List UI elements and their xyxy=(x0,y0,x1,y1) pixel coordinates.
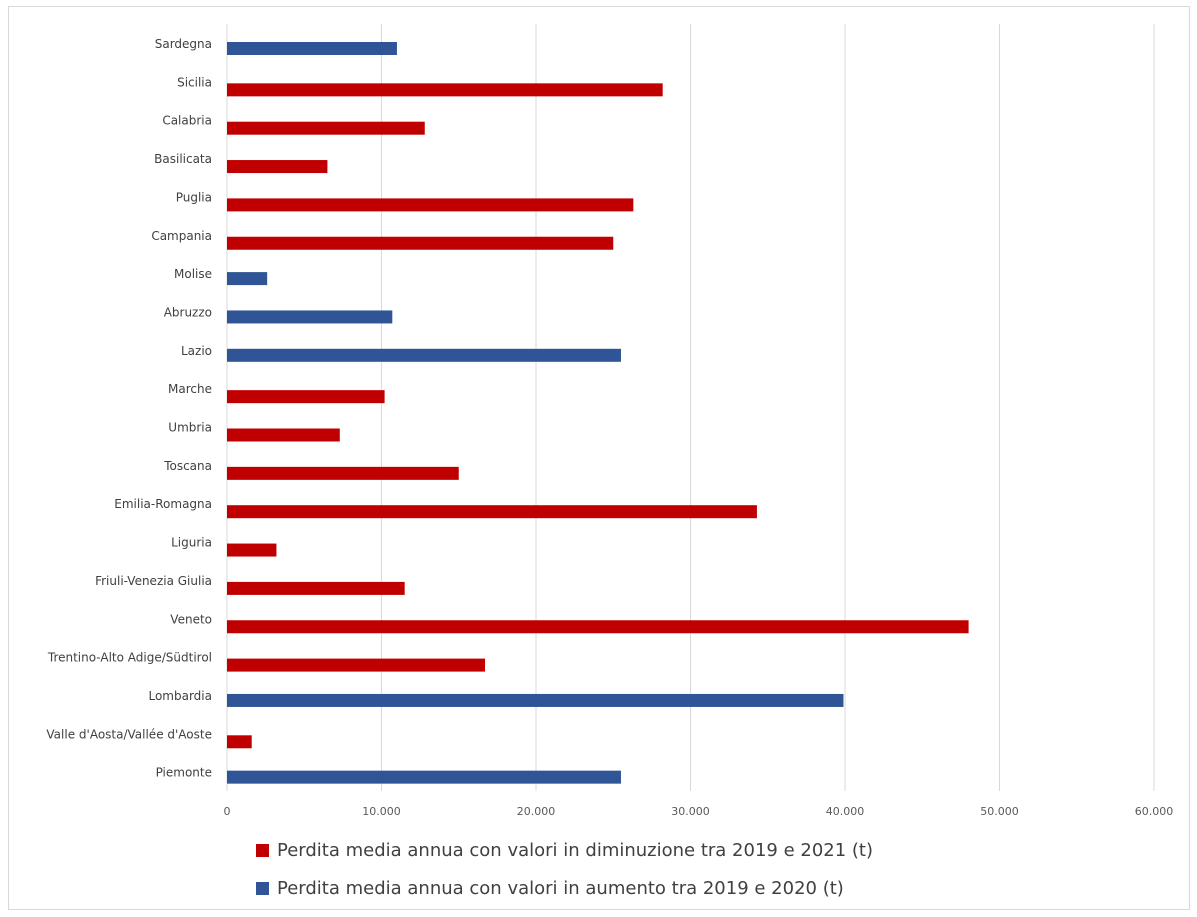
x-tick-label: 40.000 xyxy=(826,805,865,818)
bar-decrease xyxy=(227,735,252,749)
category-label: Marche xyxy=(168,382,212,396)
bar-chart: Sardegna Sicilia Calabria Basilicata Puglia C… xyxy=(46,24,1174,818)
x-tick-label: 20.000 xyxy=(517,805,556,818)
category-label: Emilia-Romagna xyxy=(114,497,212,511)
bar-decrease xyxy=(227,390,385,404)
bar-increase xyxy=(227,770,621,784)
category-label: Molise xyxy=(174,267,212,281)
bar-increase xyxy=(227,693,844,707)
category-label: Basilicata xyxy=(154,152,212,166)
category-label: Calabria xyxy=(162,114,212,128)
category-label: Lombardia xyxy=(148,689,212,703)
x-tick-label: 60.000 xyxy=(1135,805,1174,818)
bar-decrease xyxy=(227,658,486,672)
bar-decrease xyxy=(227,428,340,442)
legend-swatch-decrease xyxy=(256,844,269,857)
category-label: Sicilia xyxy=(177,75,212,89)
bar-decrease xyxy=(227,121,425,135)
category-label: Campania xyxy=(151,229,212,243)
category-label: Friuli-Venezia Giulia xyxy=(95,574,212,588)
category-label: Toscana xyxy=(163,459,212,473)
bar-decrease xyxy=(227,620,969,634)
bar-decrease xyxy=(227,466,459,480)
category-label: Valle d'Aosta/Vallée d'Aoste xyxy=(46,727,212,741)
x-tick-labels: 0 10.000 20.000 30.000 40.000 50.000 60.000 xyxy=(224,805,1174,818)
bar-decrease xyxy=(227,198,634,212)
gridlines xyxy=(226,24,1155,791)
category-labels: Sardegna Sicilia Calabria Basilicata Puglia C… xyxy=(46,37,212,780)
category-label: Veneto xyxy=(170,612,212,626)
x-tick-label: 30.000 xyxy=(671,805,710,818)
legend-label-increase: Perdita media annua con valori in aument… xyxy=(277,878,844,899)
category-label: Umbria xyxy=(168,421,212,435)
bar-decrease xyxy=(227,160,328,174)
category-label: Sardegna xyxy=(155,37,212,51)
category-label: Lazio xyxy=(181,344,212,358)
bar-decrease xyxy=(227,505,757,519)
legend-item-increase: Perdita media annua con valori in aument… xyxy=(256,878,844,899)
x-tick-label: 10.000 xyxy=(362,805,401,818)
chart-frame xyxy=(8,6,1190,910)
category-label: Puglia xyxy=(176,190,212,204)
bar-decrease xyxy=(227,236,614,250)
bar-increase xyxy=(227,310,393,324)
category-label: Trentino-Alto Adige/Südtirol xyxy=(47,651,212,665)
bar-decrease xyxy=(227,581,405,595)
category-label: Abruzzo xyxy=(164,305,212,319)
x-tick-label: 0 xyxy=(224,805,231,818)
bars xyxy=(227,42,969,784)
bar-decrease xyxy=(227,543,277,557)
category-label: Piemonte xyxy=(156,766,212,780)
legend-swatch-increase xyxy=(256,882,269,895)
bar-increase xyxy=(227,42,397,55)
bar-decrease xyxy=(227,83,663,97)
x-tick-label: 50.000 xyxy=(980,805,1019,818)
bar-increase xyxy=(227,348,621,362)
category-label: Liguria xyxy=(171,536,212,550)
bar-increase xyxy=(227,272,268,286)
legend-label-decrease: Perdita media annua con valori in diminu… xyxy=(277,840,874,861)
legend-item-decrease: Perdita media annua con valori in diminu… xyxy=(256,840,873,861)
